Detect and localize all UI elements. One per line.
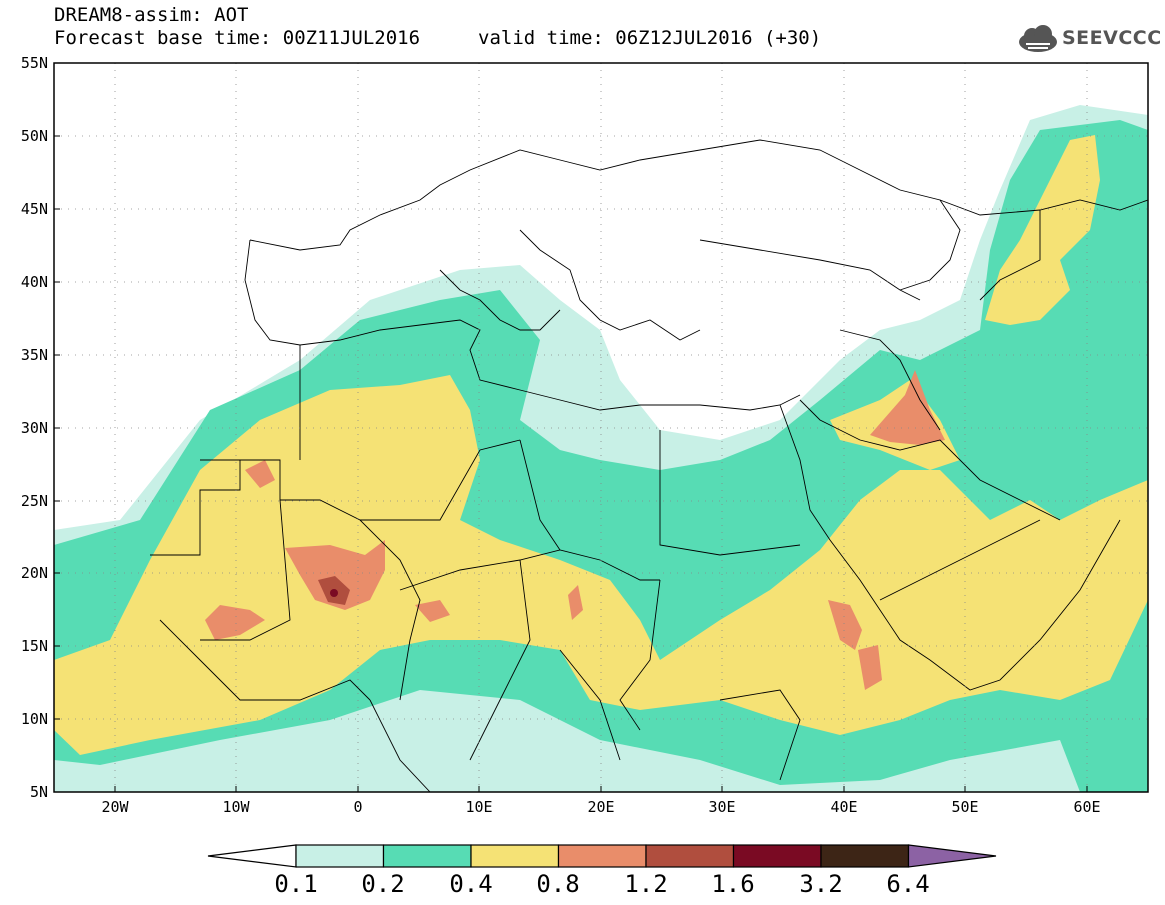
lat-label: 20N [21, 564, 48, 582]
colorbar-segment [382, 844, 472, 868]
colorbar-label: 1.6 [711, 870, 755, 898]
lat-label: 45N [21, 200, 48, 218]
valid-time: valid time: 06Z12JUL2016 (+30) [478, 27, 822, 49]
axis-ticks [54, 135, 1088, 792]
aot-region-level4 [285, 540, 385, 610]
aot-region-level4 [858, 645, 882, 690]
colorbar-label: 0.4 [449, 870, 493, 898]
lat-label: 10N [21, 710, 48, 728]
latitude-labels: 55N 50N 45N 40N 35N 30N 25N 20N 15N 10N … [21, 54, 48, 801]
colorbar-label: 1.2 [624, 870, 668, 898]
colorbar-segment [295, 844, 385, 868]
colorbar-label: 0.2 [361, 870, 405, 898]
colorbar-segment [645, 844, 735, 868]
lon-label: 10E [465, 798, 492, 816]
colorbar-label: 3.2 [799, 870, 843, 898]
lon-label: 40E [830, 798, 857, 816]
lat-label: 30N [21, 419, 48, 437]
lat-label: 55N [21, 54, 48, 72]
aot-region-level4 [568, 585, 583, 620]
lon-label: 30E [708, 798, 735, 816]
colorbar-high-arrow [907, 844, 997, 868]
lon-label: 0 [353, 798, 362, 816]
aot-region-level4 [828, 600, 862, 650]
lon-label: 20E [587, 798, 614, 816]
lon-label: 20W [101, 798, 129, 816]
lat-label: 40N [21, 273, 48, 291]
longitude-labels: 20W 10W 0 10E 20E 30E 40E 50E 60E [101, 798, 1100, 816]
colorbar-low-arrow [207, 844, 297, 868]
aot-region-level4 [870, 370, 945, 445]
lat-label: 15N [21, 637, 48, 655]
logo-text: SEEVCCC [1062, 27, 1162, 49]
colorbar-segment [470, 844, 560, 868]
lat-label: 25N [21, 492, 48, 510]
lat-label: 50N [21, 127, 48, 145]
country-borders [150, 139, 1148, 792]
lat-label: 5N [30, 783, 48, 801]
aot-region-level4 [205, 605, 265, 640]
aot-region-level4 [245, 460, 275, 488]
colorbar-label: 6.4 [886, 870, 930, 898]
colorbar-label: 0.8 [536, 870, 580, 898]
aot-region-level3 [985, 135, 1100, 325]
colorbar-label: 0.1 [274, 870, 318, 898]
map-title: DREAM8-assim: AOT [54, 4, 249, 26]
colorbar [207, 844, 997, 868]
cloud-icon [1019, 25, 1057, 52]
aot-region-level6 [330, 589, 338, 597]
seevccc-logo: SEEVCCC [1016, 22, 1161, 58]
colorbar-segment [820, 844, 910, 868]
lon-label: 50E [951, 798, 978, 816]
colorbar-segment [557, 844, 647, 868]
forecast-base-time: Forecast base time: 00Z11JUL2016 [54, 27, 421, 49]
colorbar-segment [732, 844, 822, 868]
aot-region-level4 [415, 600, 450, 622]
lon-label: 60E [1073, 798, 1100, 816]
graticule [54, 63, 1148, 792]
lon-label: 10W [222, 798, 250, 816]
lat-label: 35N [21, 346, 48, 364]
